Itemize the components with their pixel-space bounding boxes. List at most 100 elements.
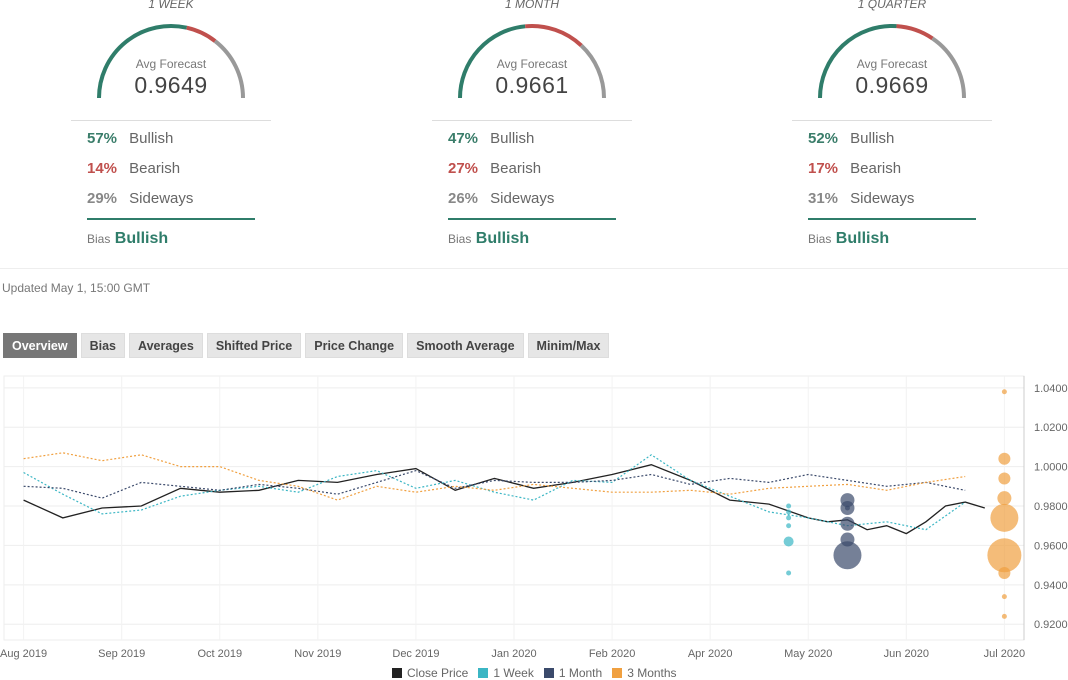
gauge-arc bbox=[818, 24, 966, 99]
bias-value: Bullish bbox=[475, 230, 530, 247]
bearish-pct: 14% bbox=[87, 160, 118, 177]
sideways-label: Sideways bbox=[490, 190, 555, 207]
legend-item[interactable]: 3 Months bbox=[612, 666, 677, 680]
forecast-point-1-week[interactable] bbox=[786, 523, 792, 529]
gauge-label: Avg Forecast bbox=[135, 57, 207, 71]
y-tick-label: 0.9600 bbox=[1034, 540, 1068, 552]
forecast-point-3-months[interactable] bbox=[998, 472, 1011, 485]
bearish-label: Bearish bbox=[490, 160, 542, 177]
legend-label: 1 Month bbox=[558, 666, 603, 680]
legend-label: Close Price bbox=[407, 666, 469, 680]
forecast-point-3-months[interactable] bbox=[1001, 594, 1007, 600]
tab-overview[interactable]: Overview bbox=[3, 333, 77, 358]
tab-smooth-average[interactable]: Smooth Average bbox=[407, 333, 524, 358]
gauge-arc-sideways bbox=[579, 44, 606, 99]
chart-legend: Close Price 1 Week 1 Month 3 Months bbox=[392, 666, 677, 680]
x-tick-label: Apr 2020 bbox=[688, 648, 733, 660]
bearish-label: Bearish bbox=[129, 160, 181, 177]
tab-minim-max[interactable]: Minim/Max bbox=[527, 333, 610, 358]
tab-averages[interactable]: Averages bbox=[129, 333, 203, 358]
bias-row: Bias Bullish bbox=[808, 230, 889, 248]
bearish-pct: 27% bbox=[448, 160, 479, 177]
forecast-point-3-months[interactable] bbox=[997, 491, 1012, 506]
legend-label: 1 Week bbox=[493, 666, 534, 680]
bias-label: Bias bbox=[87, 232, 111, 246]
y-tick-label: 1.0000 bbox=[1034, 462, 1068, 474]
bullish-pct: 57% bbox=[87, 130, 118, 147]
x-tick-label: Oct 2019 bbox=[197, 648, 242, 660]
gauge-arc-bearish bbox=[896, 24, 934, 41]
gauge-divider bbox=[792, 120, 992, 121]
section-divider bbox=[0, 268, 1068, 269]
gauge-arc-sideways bbox=[931, 36, 966, 99]
forecast-point-3-months[interactable] bbox=[987, 538, 1022, 573]
bullish-pct: 47% bbox=[448, 130, 479, 147]
sideways-label: Sideways bbox=[129, 190, 194, 207]
tab-shifted-price[interactable]: Shifted Price bbox=[206, 333, 302, 358]
stat-bearish: 17% Bearish bbox=[808, 160, 901, 177]
forecast-point-1-month[interactable] bbox=[840, 493, 855, 508]
stat-sideways: 29% Sideways bbox=[87, 190, 193, 207]
bias-row: Bias Bullish bbox=[448, 230, 529, 248]
gauge-arc bbox=[458, 24, 606, 99]
legend-swatch bbox=[543, 668, 554, 678]
gauge-label: Avg Forecast bbox=[856, 57, 928, 71]
bearish-label: Bearish bbox=[850, 160, 902, 177]
series-1-week bbox=[23, 454, 966, 531]
forecast-point-1-week[interactable] bbox=[786, 503, 792, 509]
gauge-value: 0.9669 bbox=[855, 72, 929, 98]
x-tick-label: Aug 2019 bbox=[0, 648, 47, 660]
forecast-point-3-months[interactable] bbox=[998, 452, 1011, 465]
bullish-label: Bullish bbox=[850, 130, 895, 147]
gauge-divider bbox=[71, 120, 271, 121]
x-tick-label: Nov 2019 bbox=[294, 648, 341, 660]
stat-bearish: 27% Bearish bbox=[448, 160, 541, 177]
bias-divider bbox=[448, 218, 616, 220]
y-tick-label: 1.0400 bbox=[1034, 383, 1068, 395]
bullish-label: Bullish bbox=[129, 130, 174, 147]
forecast-point-1-month[interactable] bbox=[840, 532, 855, 547]
y-tick-label: 0.9800 bbox=[1034, 501, 1068, 513]
forecast-point-3-months[interactable] bbox=[1001, 389, 1007, 395]
sideways-pct: 26% bbox=[448, 190, 479, 207]
stat-bullish: 57% Bullish bbox=[87, 130, 173, 147]
bias-value: Bullish bbox=[835, 230, 890, 247]
bias-row: Bias Bullish bbox=[87, 230, 168, 248]
gauge-arc-bullish bbox=[458, 24, 526, 99]
x-tick-label: Jul 2020 bbox=[984, 648, 1026, 660]
tab-bias[interactable]: Bias bbox=[80, 333, 125, 358]
legend-item[interactable]: 1 Month bbox=[543, 666, 603, 680]
forecast-chart: 1.0400 1.0200 1.0000 0.9800 0.9600 0.9400 0.92… bbox=[0, 375, 1068, 660]
legend-label: 3 Months bbox=[627, 666, 677, 680]
stat-sideways: 31% Sideways bbox=[808, 190, 914, 207]
x-tick-label: Sep 2019 bbox=[98, 648, 145, 660]
y-tick-label: 0.9200 bbox=[1034, 619, 1068, 631]
sideways-pct: 29% bbox=[87, 190, 118, 207]
legend-item[interactable]: Close Price bbox=[392, 666, 468, 680]
forecast-point-1-month[interactable] bbox=[840, 516, 855, 531]
gauge-period: 1 QUARTER bbox=[857, 0, 927, 11]
gauge-value: 0.9661 bbox=[495, 72, 569, 98]
forecast-point-1-week[interactable] bbox=[786, 515, 792, 521]
gauge-arc bbox=[97, 24, 245, 99]
legend-item[interactable]: 1 Week bbox=[478, 666, 534, 680]
forecast-point-1-week[interactable] bbox=[786, 570, 792, 576]
gauge-value: 0.9649 bbox=[134, 72, 208, 98]
legend-swatch bbox=[392, 668, 402, 678]
series-1-month bbox=[23, 469, 966, 499]
forecast-point-1-month[interactable] bbox=[833, 541, 862, 570]
forecast-point-1-week[interactable] bbox=[783, 536, 794, 547]
bias-divider bbox=[808, 218, 976, 220]
gauge-period: 1 WEEK bbox=[148, 0, 194, 11]
tab-price-change[interactable]: Price Change bbox=[305, 333, 404, 358]
stat-sideways: 26% Sideways bbox=[448, 190, 554, 207]
forecast-point-3-months[interactable] bbox=[1001, 613, 1007, 619]
gauge-divider bbox=[432, 120, 632, 121]
forecast-point-1-week[interactable] bbox=[786, 509, 792, 515]
bias-divider bbox=[87, 218, 255, 220]
forecast-point-3-months[interactable] bbox=[998, 567, 1011, 580]
forecast-point-1-month[interactable] bbox=[844, 505, 850, 511]
forecast-point-3-months[interactable] bbox=[990, 503, 1019, 532]
gauge-arc-bearish bbox=[525, 24, 583, 47]
series-close-price bbox=[23, 464, 985, 535]
